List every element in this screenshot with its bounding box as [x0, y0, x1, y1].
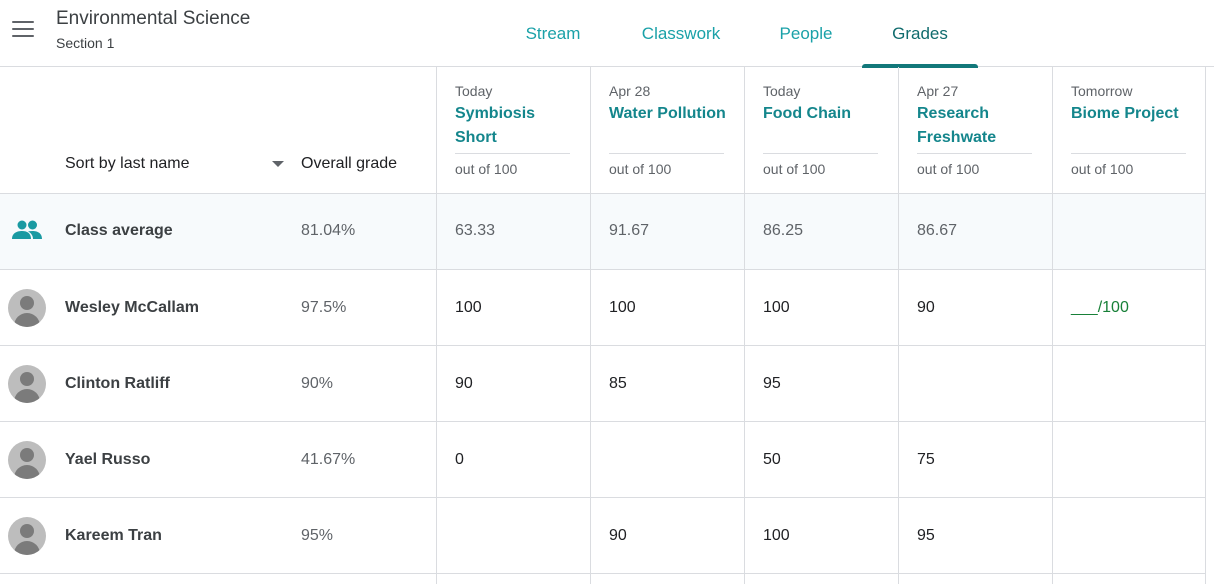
row-divider: [0, 421, 1205, 422]
grade-cell[interactable]: 90: [917, 299, 935, 316]
class-average-grade: 86.67: [917, 222, 958, 239]
grade-cell[interactable]: 85: [609, 375, 627, 392]
student-row: Wesley McCallam 97.5% 100 100 100 90 ___…: [0, 270, 1205, 346]
grade-cell[interactable]: 50: [763, 451, 781, 468]
grade-cell[interactable]: [898, 346, 1052, 422]
top-app-bar: Environmental Science Section 1 Stream C…: [0, 0, 1214, 68]
column-divider: [744, 67, 745, 584]
assignment-title-link[interactable]: Water Pollution: [609, 105, 726, 122]
row-divider: [0, 269, 1205, 270]
grade-cell[interactable]: [1052, 422, 1206, 498]
assignment-points: out of 100: [763, 161, 826, 177]
assignment-header-food-chain: Today Food Chain out of 100: [744, 67, 898, 193]
assignment-due-date: Apr 28: [609, 83, 651, 99]
main-menu-button[interactable]: [6, 12, 40, 46]
row-divider: [0, 497, 1205, 498]
assignment-header-symbiosis-short: Today Symbiosis Short out of 100: [436, 67, 590, 193]
divider: [763, 153, 878, 154]
student-overall-grade: 95%: [301, 527, 334, 544]
grade-cell[interactable]: [436, 498, 590, 574]
student-overall-grade: 97.5%: [301, 299, 347, 316]
student-row: Yael Russo 41.67% 0 50 75: [0, 422, 1205, 498]
sort-dropdown[interactable]: Sort by last name: [65, 155, 284, 173]
student-name[interactable]: Clinton Ratliff: [65, 375, 170, 392]
student-row: Kareem Tran 95% 90 100 95: [0, 498, 1205, 574]
assignment-due-date: Today: [763, 83, 801, 99]
tab-classwork[interactable]: Classwork: [641, 23, 721, 43]
grade-cell[interactable]: 100: [455, 299, 482, 316]
assignment-title-link[interactable]: Biome Project: [1071, 105, 1179, 122]
people-group-icon: [12, 220, 42, 239]
grade-cell[interactable]: 100: [763, 299, 790, 316]
student-overall-grade: 90%: [301, 375, 334, 392]
grade-cell[interactable]: 95: [917, 527, 935, 544]
grade-cell[interactable]: 90: [609, 527, 627, 544]
assignment-due-date: Today: [455, 83, 493, 99]
tab-people[interactable]: People: [779, 23, 833, 43]
course-section: Section 1: [56, 35, 115, 51]
menu-icon: [12, 21, 34, 37]
column-divider: [590, 67, 591, 584]
student-row: Clinton Ratliff 90% 90 85 95: [0, 346, 1205, 422]
grade-cell[interactable]: 100: [763, 527, 790, 544]
column-divider: [1205, 67, 1206, 584]
grade-cell[interactable]: [590, 422, 744, 498]
student-overall-grade: 41.67%: [301, 451, 356, 468]
gradebook-header-row: Sort by last name Overall grade Today Sy…: [0, 67, 1214, 193]
grade-cell[interactable]: [1052, 498, 1206, 574]
column-divider: [1052, 67, 1053, 584]
grade-cell[interactable]: 0: [455, 451, 464, 468]
grade-cell[interactable]: 100: [609, 299, 636, 316]
row-divider: [0, 193, 1205, 194]
course-title[interactable]: Environmental Science: [56, 8, 251, 29]
assignment-header-biome-project: Tomorrow Biome Project out of 100: [1052, 67, 1206, 193]
column-divider: [436, 67, 437, 584]
assignment-due-date: Tomorrow: [1071, 83, 1133, 99]
grade-cell[interactable]: [1052, 346, 1206, 422]
grade-cell[interactable]: 95: [763, 375, 781, 392]
overall-grade-header: Overall grade: [301, 155, 398, 172]
default-avatar-icon: [8, 365, 46, 403]
divider: [455, 153, 570, 154]
class-average-grade: 91.67: [609, 222, 650, 239]
active-tab-indicator: [862, 64, 978, 68]
class-average-grade: 86.25: [763, 222, 804, 239]
assignment-due-date: Apr 27: [917, 83, 959, 99]
class-average-grade: [1052, 193, 1206, 269]
class-average-overall: 81.04%: [301, 222, 356, 239]
default-avatar-icon: [8, 441, 46, 479]
assignment-points: out of 100: [455, 161, 518, 177]
column-divider: [898, 67, 899, 584]
grade-input-cell[interactable]: ___/100: [1071, 299, 1129, 316]
grade-cell[interactable]: 90: [455, 375, 473, 392]
row-divider: [0, 345, 1205, 346]
assignment-title-link[interactable]: Research Freshwate: [917, 105, 997, 146]
assignment-points: out of 100: [917, 161, 980, 177]
class-average-grade: 63.33: [455, 222, 496, 239]
tab-stream[interactable]: Stream: [525, 23, 581, 43]
assignment-title-link[interactable]: Symbiosis Short: [455, 105, 536, 146]
assignment-header-water-pollution: Apr 28 Water Pollution out of 100: [590, 67, 744, 193]
divider: [917, 153, 1032, 154]
row-divider: [0, 573, 1205, 574]
assignment-points: out of 100: [1071, 161, 1134, 177]
class-average-label: Class average: [65, 222, 173, 239]
default-avatar-icon: [8, 289, 46, 327]
student-name[interactable]: Kareem Tran: [65, 527, 162, 544]
divider: [1071, 153, 1186, 154]
student-name[interactable]: Yael Russo: [65, 451, 151, 468]
tab-grades[interactable]: Grades: [862, 0, 978, 68]
sort-dropdown-label: Sort by last name: [65, 155, 190, 172]
default-avatar-icon: [8, 517, 46, 555]
tab-grades-label: Grades: [892, 23, 948, 43]
grade-cell[interactable]: 75: [917, 451, 935, 468]
assignment-header-research-freshwater: Apr 27 Research Freshwate out of 100: [898, 67, 1052, 193]
assignment-points: out of 100: [609, 161, 672, 177]
student-name[interactable]: Wesley McCallam: [65, 299, 199, 316]
class-average-row: Class average 81.04% 63.33 91.67 86.25 8…: [0, 193, 1205, 269]
divider: [609, 153, 724, 154]
assignment-title-link[interactable]: Food Chain: [763, 105, 851, 122]
caret-down-icon: [271, 161, 284, 167]
